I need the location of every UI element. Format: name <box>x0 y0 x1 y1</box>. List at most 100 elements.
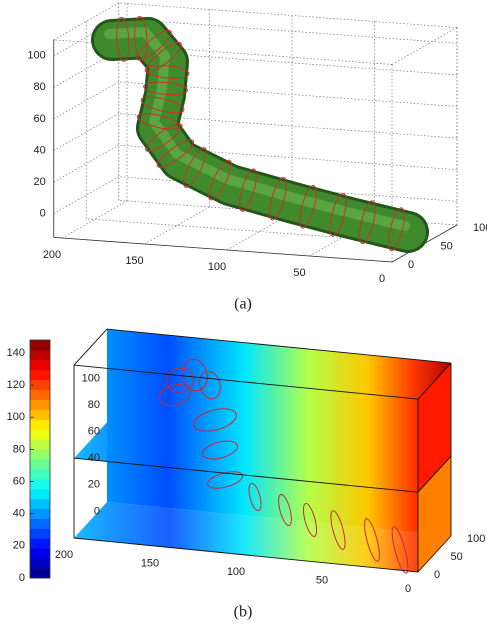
ring <box>302 503 318 537</box>
y-tick-label: 50 <box>451 551 463 563</box>
colorbar-frame <box>29 339 51 579</box>
grid-line <box>118 18 458 44</box>
colorbar-band <box>30 508 50 519</box>
ring <box>143 81 189 96</box>
box-edge <box>417 535 452 573</box>
box-edge <box>391 27 458 65</box>
colorbar-tick-label: 100 <box>7 411 25 423</box>
ring <box>278 493 292 527</box>
z-tick-label: 60 <box>34 113 46 125</box>
z-tick-label: 100 <box>82 372 100 384</box>
z-tick-label: 0 <box>40 208 46 220</box>
ring <box>359 200 376 245</box>
colorbar-band <box>30 478 50 490</box>
ring <box>208 159 232 201</box>
x-tick-label: 50 <box>316 574 328 586</box>
slice-floor <box>74 502 451 572</box>
box-edge <box>73 537 419 573</box>
ring <box>136 29 172 61</box>
ring <box>116 16 130 62</box>
colorbar-band <box>30 568 50 579</box>
colorbar-band <box>30 558 50 569</box>
colorbar-band <box>30 548 50 559</box>
colorbar-band <box>30 349 50 361</box>
y-tick-label: 0 <box>434 569 440 581</box>
z-tick-label: 60 <box>88 426 100 438</box>
x-tick-label: 100 <box>208 261 226 273</box>
ring <box>136 113 181 130</box>
x-tick-label: 0 <box>405 583 411 595</box>
colorbar-tick-label: 120 <box>7 379 25 391</box>
colorbar-band <box>30 538 50 549</box>
z-tick-label: 20 <box>34 176 46 188</box>
box-edge <box>73 457 419 493</box>
grid-line <box>61 200 128 239</box>
ring <box>134 15 148 61</box>
ring <box>364 518 380 562</box>
slice-side-lower <box>418 456 451 572</box>
grid-line <box>118 81 458 107</box>
z-tick-label: 80 <box>34 81 46 93</box>
colorbar-band <box>30 439 50 450</box>
tube-highlight <box>104 27 410 231</box>
box-edge <box>73 364 419 400</box>
colorbar-band <box>30 429 50 440</box>
x-tick-label: 150 <box>141 557 159 569</box>
colorbar-band <box>30 359 50 371</box>
box-edge <box>53 39 393 65</box>
z-tick-label: 40 <box>34 144 46 156</box>
caption: (a) <box>234 296 252 313</box>
colorbar-tick-label: 80 <box>13 443 25 455</box>
ring <box>391 526 409 574</box>
y-tick-label: 0 <box>408 259 414 271</box>
colorbar-band <box>30 528 50 539</box>
axis-line <box>53 237 393 263</box>
ring <box>299 184 317 229</box>
x-tick-label: 50 <box>293 267 305 279</box>
colorbar-tick-label: 20 <box>13 540 25 552</box>
colorbar-band <box>30 498 50 510</box>
z-tick-label: 80 <box>88 399 100 411</box>
box-edge <box>417 362 452 400</box>
colorbar-tick-label: 60 <box>13 475 25 487</box>
ring <box>146 41 182 73</box>
box-edge <box>73 328 108 366</box>
ring <box>388 207 405 252</box>
z-tick-label: 40 <box>88 452 100 464</box>
colorbar-band <box>30 419 50 430</box>
colorbar-band <box>30 449 50 460</box>
z-tick-label: 0 <box>94 505 100 517</box>
y-tick-label: 100 <box>473 222 487 234</box>
box-edge <box>417 455 452 493</box>
colorbar-band <box>30 399 50 410</box>
z-tick-label: 100 <box>27 50 45 62</box>
ring <box>199 370 221 400</box>
grid-line <box>118 49 458 76</box>
ring <box>201 440 239 460</box>
ring <box>145 123 183 152</box>
x-tick-label: 150 <box>125 255 143 267</box>
colorbar-band <box>30 409 50 420</box>
grid-line <box>144 206 210 245</box>
grid-line <box>118 113 458 139</box>
x-tick-label: 200 <box>43 249 61 261</box>
ring <box>158 383 192 407</box>
y-tick-label: 50 <box>441 240 453 252</box>
colorbar-band <box>30 379 50 391</box>
ring <box>269 176 287 221</box>
colorbar-band <box>30 389 50 400</box>
z-tick-label: 20 <box>88 479 100 491</box>
colorbar-band <box>30 518 50 529</box>
grid-line <box>118 144 458 171</box>
ring <box>183 147 207 188</box>
x-tick-label: 100 <box>227 566 245 578</box>
grid-line <box>118 176 458 202</box>
y-tick-label: 100 <box>467 533 485 545</box>
x-tick-label: 0 <box>379 273 385 285</box>
colorbar-band <box>30 468 50 480</box>
box-edge <box>118 2 458 28</box>
colorbar-band <box>30 369 50 381</box>
x-tick-label: 200 <box>55 549 73 561</box>
slice-mid <box>74 422 451 493</box>
